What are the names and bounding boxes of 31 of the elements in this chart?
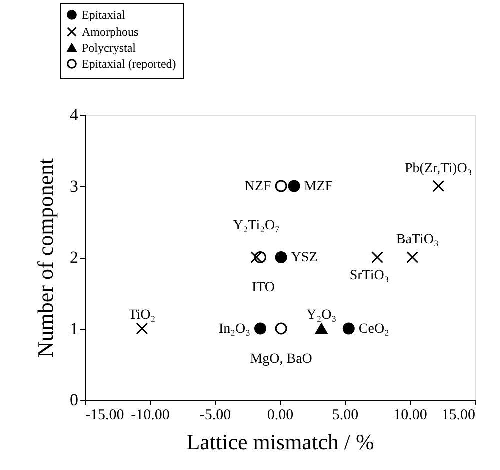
y-tick-label: 0 — [70, 390, 78, 410]
x-tick-label: -15.00 — [86, 408, 124, 424]
x-tick-label: 15.00 — [442, 408, 476, 424]
x-tick-label: -10.00 — [131, 408, 170, 424]
annotation: NZF — [244, 179, 272, 194]
annotation: Y₂O₃ — [306, 308, 337, 323]
annotation: BaTiO₃ — [396, 232, 439, 248]
y-tick-label: 4 — [70, 106, 79, 124]
legend-label: Epitaxial — [82, 8, 126, 22]
y-tick-label: 3 — [70, 176, 78, 196]
x-axis-title: Lattice mismatch / % — [186, 430, 374, 454]
annotation: Y₂Ti₂O₇ — [233, 218, 280, 234]
annotation: SrTiO₃ — [350, 268, 390, 284]
y-axis-title: Number of component — [33, 158, 58, 358]
annotation: CeO₂ — [358, 322, 390, 337]
annotation: MZF — [304, 179, 334, 194]
annotation: TiO₂ — [128, 308, 156, 323]
x-tick-label: -5.00 — [200, 408, 232, 424]
legend-label: Epitaxial (reported) — [82, 57, 176, 71]
y-tick-label: 2 — [70, 248, 78, 267]
annotation: Pb(Zr,Ti)O₃ — [404, 161, 472, 176]
annotation: MgO, BaO — [250, 352, 312, 367]
x-tick-label: 10.00 — [394, 408, 428, 424]
annotation: ITO — [252, 280, 276, 296]
annotation: YSZ — [291, 250, 318, 266]
x-tick-label: 5.00 — [332, 408, 359, 424]
x-tick-label: 0.00 — [267, 408, 294, 424]
y-tick-label: 1 — [70, 319, 78, 338]
annotation: In₂O₃ — [218, 322, 251, 337]
legend-label: Amorphous — [82, 25, 139, 39]
legend-label: Polycrystal — [82, 41, 137, 55]
